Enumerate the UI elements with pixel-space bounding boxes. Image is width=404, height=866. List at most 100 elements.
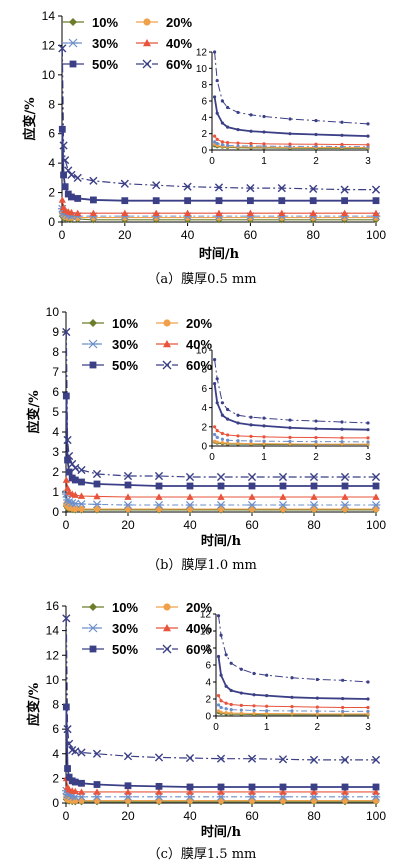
inset-y-tick-label: 0 xyxy=(201,442,207,453)
inset-y-tick-label: 0 xyxy=(201,146,207,157)
inset-y-tick-label: 4 xyxy=(201,403,207,414)
data-point-50pct xyxy=(78,779,85,787)
data-point-40pct-shape xyxy=(58,196,66,203)
data-point-50pct xyxy=(155,482,163,490)
legend-marker-shape xyxy=(89,603,97,611)
inset-data-point-40pct xyxy=(229,702,233,707)
data-point-40pct-shape xyxy=(121,209,129,217)
inset-data-point-30pct xyxy=(366,709,370,713)
inset-data-point-50pct xyxy=(224,684,228,688)
data-point-60pct-shape xyxy=(71,747,80,756)
data-point-40pct xyxy=(121,209,129,217)
inset-series-line-60pct xyxy=(218,615,369,683)
x-axis-label: 时间/h xyxy=(201,824,242,840)
series-line-50pct xyxy=(61,129,376,202)
data-point-50pct xyxy=(90,196,97,204)
data-point-60pct-shape xyxy=(371,755,381,765)
data-point-50pct-shape xyxy=(309,197,317,205)
legend-entry-50pct: 50% xyxy=(62,57,118,72)
legend-label: 20% xyxy=(186,316,212,331)
inset-y-tick-label: 4 xyxy=(205,678,211,689)
legend-marker-shape xyxy=(143,39,151,47)
data-point-40pct xyxy=(310,788,318,795)
data-point-50pct xyxy=(155,782,163,790)
data-point-60pct xyxy=(216,472,226,482)
inset-data-point-30pct xyxy=(288,144,292,148)
x-tick-label: 40 xyxy=(183,518,197,532)
data-point-40pct xyxy=(186,788,194,795)
legend-marker xyxy=(163,603,171,611)
inset-data-point-40pct xyxy=(262,435,266,439)
data-point-60pct xyxy=(278,472,288,482)
data-point-50pct-shape xyxy=(93,781,101,788)
inset-data-point-40pct xyxy=(262,142,266,146)
data-point-50pct xyxy=(310,482,318,490)
inset-data-point-40pct xyxy=(226,433,230,437)
inset-data-point-60pct xyxy=(366,680,370,684)
y-tick-label: 0 xyxy=(48,215,55,229)
data-point-30pct-shape xyxy=(216,500,226,510)
data-point-40pct-shape xyxy=(310,788,318,795)
inset-data-point-30pct xyxy=(262,144,266,148)
data-point-50pct-shape xyxy=(248,482,256,490)
inset-data-point-40pct xyxy=(220,140,224,144)
legend-label: 60% xyxy=(186,642,212,657)
data-point-40pct xyxy=(341,209,349,217)
data-point-50pct-shape xyxy=(186,783,194,791)
data-point-50pct xyxy=(65,773,73,781)
data-point-60pct-shape xyxy=(340,472,350,482)
data-point-40pct xyxy=(217,493,225,500)
inset-data-point-30pct xyxy=(220,143,224,147)
inset-data-point-40pct xyxy=(366,705,370,710)
data-point-50pct xyxy=(217,783,225,791)
data-point-60pct-shape xyxy=(278,755,288,764)
inset-x-tick-label: 2 xyxy=(315,722,321,733)
y-axis-label: 应变/% xyxy=(26,682,42,726)
inset-data-point-30pct xyxy=(226,143,230,148)
data-point-60pct-shape xyxy=(61,156,70,165)
data-point-50pct xyxy=(248,482,256,490)
inset-data-point-40pct xyxy=(340,142,344,147)
y-tick-label: 0 xyxy=(52,796,59,810)
inset-data-point-60pct xyxy=(239,667,243,671)
inset-data-point-60pct xyxy=(262,416,266,420)
inset-data-point-50pct xyxy=(265,694,269,698)
data-point-20pct xyxy=(93,505,101,513)
data-point-30pct xyxy=(154,500,164,510)
inset-data-point-60pct xyxy=(262,114,266,119)
legend-entry-50pct: 50% xyxy=(82,642,138,657)
data-point-40pct-shape xyxy=(71,787,79,795)
data-point-40pct-shape xyxy=(248,788,256,795)
data-point-50pct xyxy=(93,480,101,488)
data-point-40pct xyxy=(186,493,194,500)
data-point-50pct-shape xyxy=(58,125,66,133)
data-point-30pct-shape xyxy=(371,500,381,510)
legend-label: 10% xyxy=(92,15,118,30)
data-point-40pct-shape xyxy=(67,208,76,216)
inset-data-point-50pct xyxy=(219,673,223,677)
legend-marker-shape xyxy=(163,624,171,632)
legend-entry-10pct: 10% xyxy=(82,600,138,615)
data-point-50pct xyxy=(62,392,70,400)
y-tick-label: 8 xyxy=(52,698,59,712)
data-point-40pct-shape xyxy=(186,493,194,500)
data-point-50pct-shape xyxy=(74,195,82,202)
data-point-30pct xyxy=(371,500,381,510)
inset-data-point-60pct xyxy=(224,653,228,657)
legend-label: 20% xyxy=(186,600,212,615)
y-tick-label: 0 xyxy=(52,505,59,519)
data-point-30pct-shape xyxy=(123,500,133,510)
inset-data-point-30pct xyxy=(236,439,240,443)
data-point-60pct-shape xyxy=(185,753,195,763)
data-point-20pct-shape xyxy=(78,505,85,513)
y-tick-label: 2 xyxy=(48,186,55,200)
inset-y-tick-label: 8 xyxy=(201,365,207,376)
inset-data-point-20pct xyxy=(288,442,292,446)
data-point-40pct xyxy=(215,209,223,217)
inset-data-point-20pct xyxy=(215,440,219,444)
data-point-60pct-shape xyxy=(371,472,381,482)
data-point-50pct xyxy=(341,783,349,791)
